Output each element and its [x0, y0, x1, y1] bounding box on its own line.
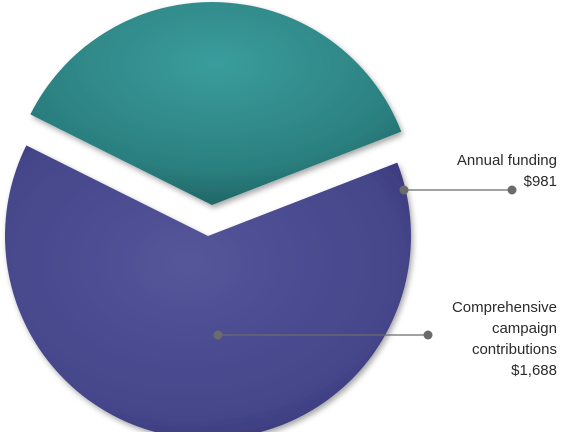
slice-value-label: $1,688: [511, 362, 557, 379]
leader-dot-icon: [213, 330, 223, 340]
pie-slice-annual-funding: [30, 1, 402, 206]
leader-dot-icon: [423, 330, 433, 340]
slice-value-label: $981: [524, 173, 557, 190]
slice-category-label: contributions: [472, 341, 557, 358]
slice-category-label: Comprehensive: [452, 299, 557, 316]
slice-category-label: campaign: [492, 320, 557, 337]
slice-category-label: Annual funding: [457, 152, 557, 169]
pie-slice-comprehensive-campaign: [5, 145, 411, 437]
leader-dot-icon: [507, 185, 517, 195]
leader-dot-icon: [399, 185, 409, 195]
